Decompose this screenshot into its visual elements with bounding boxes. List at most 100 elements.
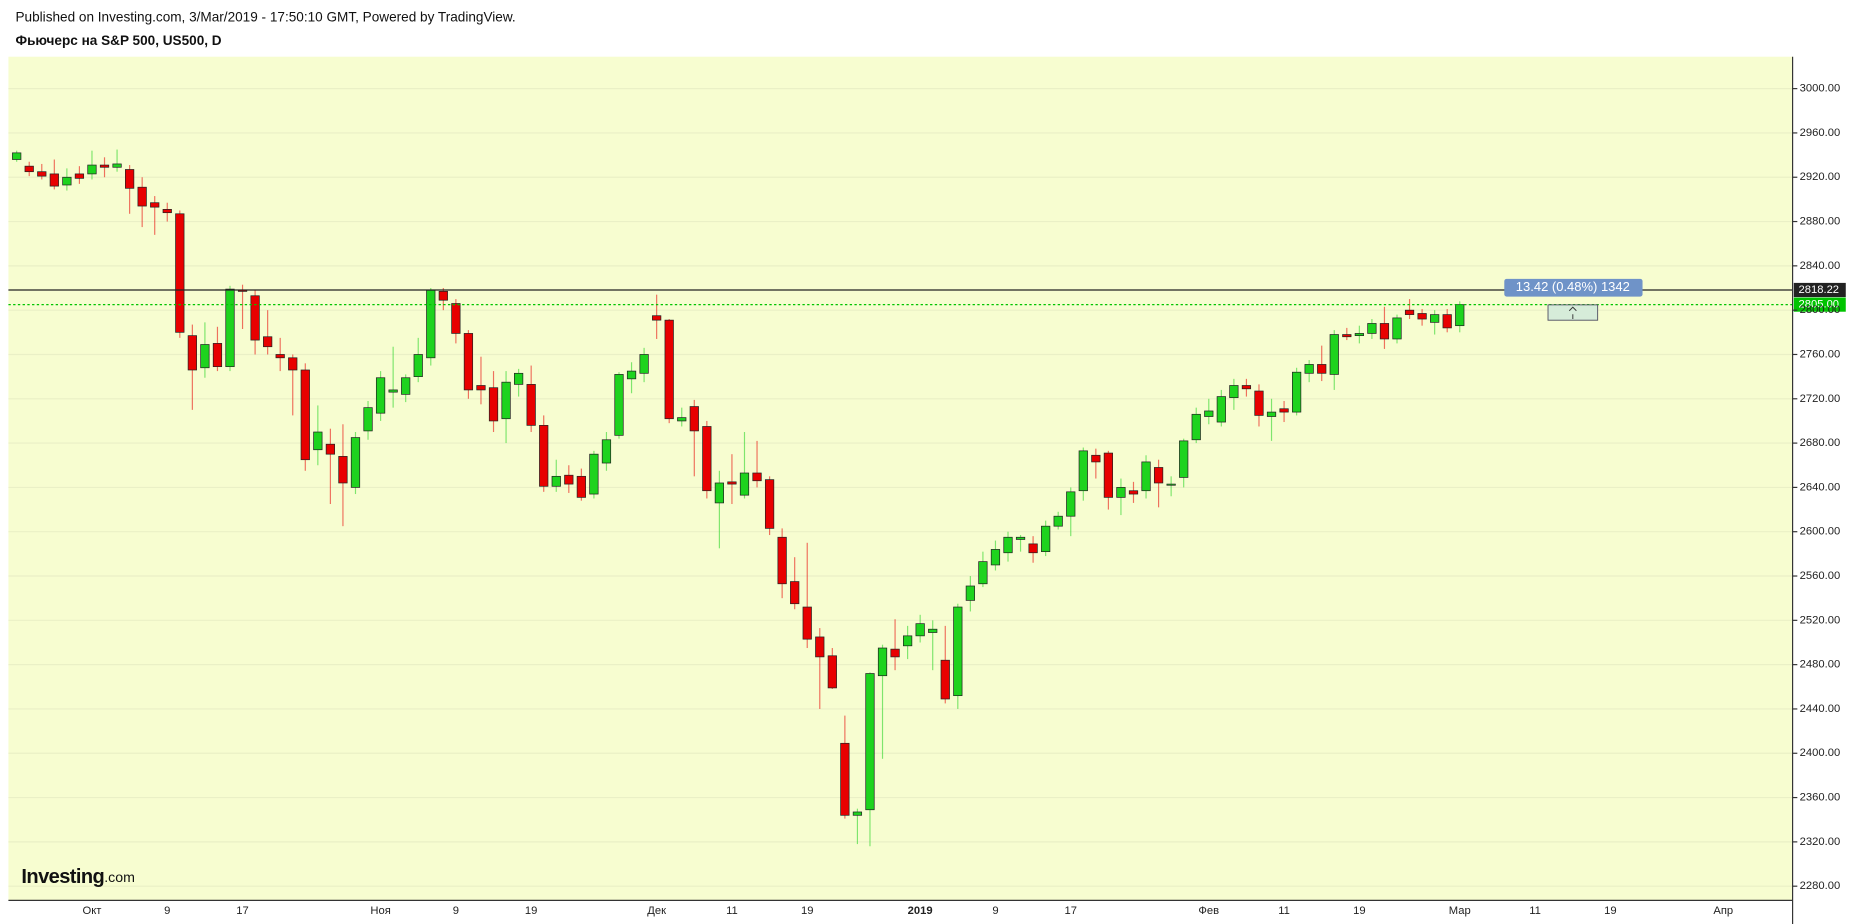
candle-body xyxy=(877,647,888,677)
candle-body xyxy=(162,209,172,214)
price-label: 2805.00 xyxy=(1799,299,1840,311)
candle-body xyxy=(87,164,97,175)
candle-body xyxy=(1342,334,1352,338)
candle-body xyxy=(1354,333,1364,336)
y-tick-label: 2640.00 xyxy=(1800,481,1841,493)
plot-area xyxy=(8,56,1793,901)
x-tick-label: 17 xyxy=(1065,905,1077,917)
candle-body xyxy=(37,171,47,177)
candle-body xyxy=(275,354,285,359)
candle-body xyxy=(614,374,624,436)
candle-body xyxy=(99,164,110,168)
candle-body xyxy=(1304,364,1314,374)
candle-body xyxy=(764,479,775,529)
measure-arrow xyxy=(1568,306,1577,320)
candle-body xyxy=(250,295,260,341)
annotation-box xyxy=(1504,278,1643,297)
candle-body xyxy=(1091,454,1101,463)
candle-body xyxy=(1254,390,1264,416)
candle-body xyxy=(212,343,223,368)
candle-body xyxy=(752,472,762,482)
y-tick-label: 2960.00 xyxy=(1800,127,1841,139)
candle-body xyxy=(1041,525,1051,553)
candle-body xyxy=(727,481,737,485)
candle-body xyxy=(928,628,938,633)
candle-body xyxy=(639,354,649,374)
y-tick-label: 2360.00 xyxy=(1800,792,1841,804)
candle-body xyxy=(626,370,637,380)
candle-body xyxy=(1455,304,1465,327)
candle-body xyxy=(1442,314,1452,329)
candle-body xyxy=(1216,396,1226,423)
candle-body xyxy=(915,623,925,637)
candle-body xyxy=(664,319,674,420)
candle-body xyxy=(1266,411,1277,417)
candle-body xyxy=(12,152,22,160)
candle-body xyxy=(652,315,662,321)
candle-body xyxy=(852,811,863,816)
x-tick-label: Мар xyxy=(1449,905,1471,917)
candles xyxy=(12,149,1465,847)
candle-body xyxy=(150,202,160,208)
candle-body xyxy=(175,213,185,333)
x-tick-label: Ноя xyxy=(370,905,390,917)
candle-body xyxy=(1417,313,1427,320)
candle-body xyxy=(564,474,574,485)
candle-body xyxy=(1430,314,1440,323)
candle-body xyxy=(137,186,147,207)
x-tick-label: 11 xyxy=(1529,905,1541,917)
candle-body xyxy=(790,581,800,605)
x-tick-label: 2019 xyxy=(908,905,933,917)
candle-body xyxy=(1317,364,1327,374)
candle-body xyxy=(363,407,373,432)
candle-body xyxy=(300,369,310,461)
x-tick-label: Дек xyxy=(647,905,666,917)
candle-body xyxy=(1141,461,1151,492)
candle-body xyxy=(313,431,323,451)
annotation: 13.42 (0.48%) 1342 xyxy=(1516,279,1630,294)
y-tick-label: 2680.00 xyxy=(1800,437,1841,449)
candle-body xyxy=(1204,410,1214,417)
candle-body xyxy=(350,437,361,488)
measure-box xyxy=(1547,304,1599,321)
candle-body xyxy=(739,472,750,496)
overlays: 2818.22 2805.00 xyxy=(8,282,1846,312)
candle-body xyxy=(1028,543,1038,554)
candle-body xyxy=(263,336,273,348)
candle-body xyxy=(978,561,988,585)
candle-body xyxy=(1116,487,1126,498)
y-tick-label: 2480.00 xyxy=(1800,659,1841,671)
price-label-box xyxy=(1793,297,1846,312)
candle-body xyxy=(1292,371,1302,413)
x-tick-label: 11 xyxy=(726,905,738,917)
grid xyxy=(8,88,1793,887)
x-tick-label: 17 xyxy=(236,905,248,917)
candle-body xyxy=(539,425,549,487)
candle-body xyxy=(714,482,724,504)
chart-subtitle: Published on Investing.com, 3/Mar/2019 -… xyxy=(15,9,515,24)
candle-body xyxy=(375,377,386,414)
candle-body xyxy=(1153,467,1164,484)
candle-body xyxy=(903,635,913,647)
candle-body xyxy=(1379,323,1390,340)
candle-body xyxy=(488,387,499,422)
candle-body xyxy=(1179,440,1189,478)
candle-body xyxy=(526,384,536,426)
candle-body xyxy=(288,357,298,371)
logo-suffix: .com xyxy=(104,870,135,886)
candle-body xyxy=(112,163,122,168)
candle-body xyxy=(24,165,34,173)
price-label-box xyxy=(1793,282,1846,298)
y-tick-label: 2400.00 xyxy=(1800,747,1841,759)
candle-body xyxy=(1066,491,1076,517)
candle-body xyxy=(514,372,524,385)
candle-body xyxy=(1392,317,1402,340)
candle-body xyxy=(1053,515,1063,527)
y-tick-label: 2840.00 xyxy=(1800,260,1841,272)
candle-body xyxy=(1329,334,1339,375)
candle-body xyxy=(827,655,837,689)
y-tick-label: 2560.00 xyxy=(1800,570,1841,582)
x-tick-label: 19 xyxy=(801,905,813,917)
